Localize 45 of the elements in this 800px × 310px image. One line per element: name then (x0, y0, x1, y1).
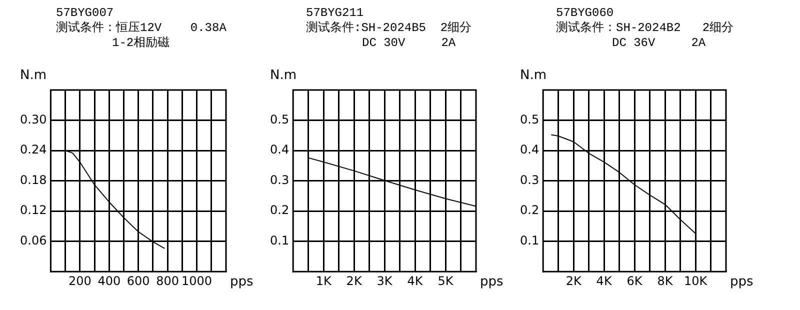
y-tick-label: 0.4 (270, 142, 290, 157)
x-tick-label: 1000 (182, 274, 212, 288)
x-tick-label: 200 (68, 274, 92, 288)
text: DC 30V 2A (361, 36, 457, 51)
y-tick-label: 0.5 (520, 112, 540, 126)
text: DC 36V 2A (611, 36, 707, 51)
y-tick-label: 0.3 (270, 172, 290, 187)
chart-subtitle: 测试条件:SH-2024B5 2细分 (306, 21, 472, 36)
y-axis-title: N.m (20, 68, 47, 83)
chart-title: 57BYG211 (306, 6, 365, 21)
y-tick-label: 0.1 (520, 233, 540, 248)
y-tick-label: 0.12 (20, 203, 47, 218)
y-tick-label: 0.30 (20, 112, 47, 126)
x-tick-label: 6K (626, 274, 644, 288)
chart-title: 57BYG007 (56, 6, 115, 21)
y-tick-label: 0.3 (520, 172, 540, 187)
x-tick-label: 4K (596, 274, 613, 288)
y-tick-label: 0.1 (270, 233, 290, 248)
x-tick-label: 2K (346, 274, 363, 288)
y-tick-label: 0.4 (520, 142, 540, 157)
x-tick-label: 600 (126, 274, 150, 288)
y-tick-label: 0.2 (270, 203, 290, 218)
y-tick-label: 0.24 (20, 142, 47, 157)
y-tick-label: 0.5 (270, 112, 290, 126)
chart-subtitle: 测试条件：SH-2024B2 2细分 (556, 21, 734, 36)
x-axis-title: pps (730, 274, 754, 290)
y-tick-label: 0.2 (520, 203, 540, 218)
x-tick-label: 4K (407, 274, 424, 288)
text: 1-2相励磁 (111, 36, 171, 51)
x-tick-label: 3K (376, 274, 394, 288)
x-tick-label: 8K (657, 274, 674, 288)
y-tick-label: 0.18 (20, 172, 47, 187)
y-tick-label: 0.06 (20, 233, 47, 248)
chart-title: 57BYG060 (556, 6, 615, 21)
y-axis-title: N.m (270, 68, 297, 83)
x-tick-label: 2K (566, 274, 582, 288)
x-axis-title: pps (480, 274, 504, 290)
chart-subtitle: 测试条件：恒压12V 0.38A (56, 21, 226, 36)
x-tick-label: 5K (438, 274, 454, 288)
x-tick-label: 10K (684, 274, 708, 288)
x-tick-label: 800 (156, 274, 180, 288)
x-tick-label: 1K (316, 274, 332, 288)
x-tick-label: 400 (98, 274, 121, 288)
x-axis-title: pps (230, 274, 254, 290)
y-axis-title: N.m (520, 68, 547, 83)
